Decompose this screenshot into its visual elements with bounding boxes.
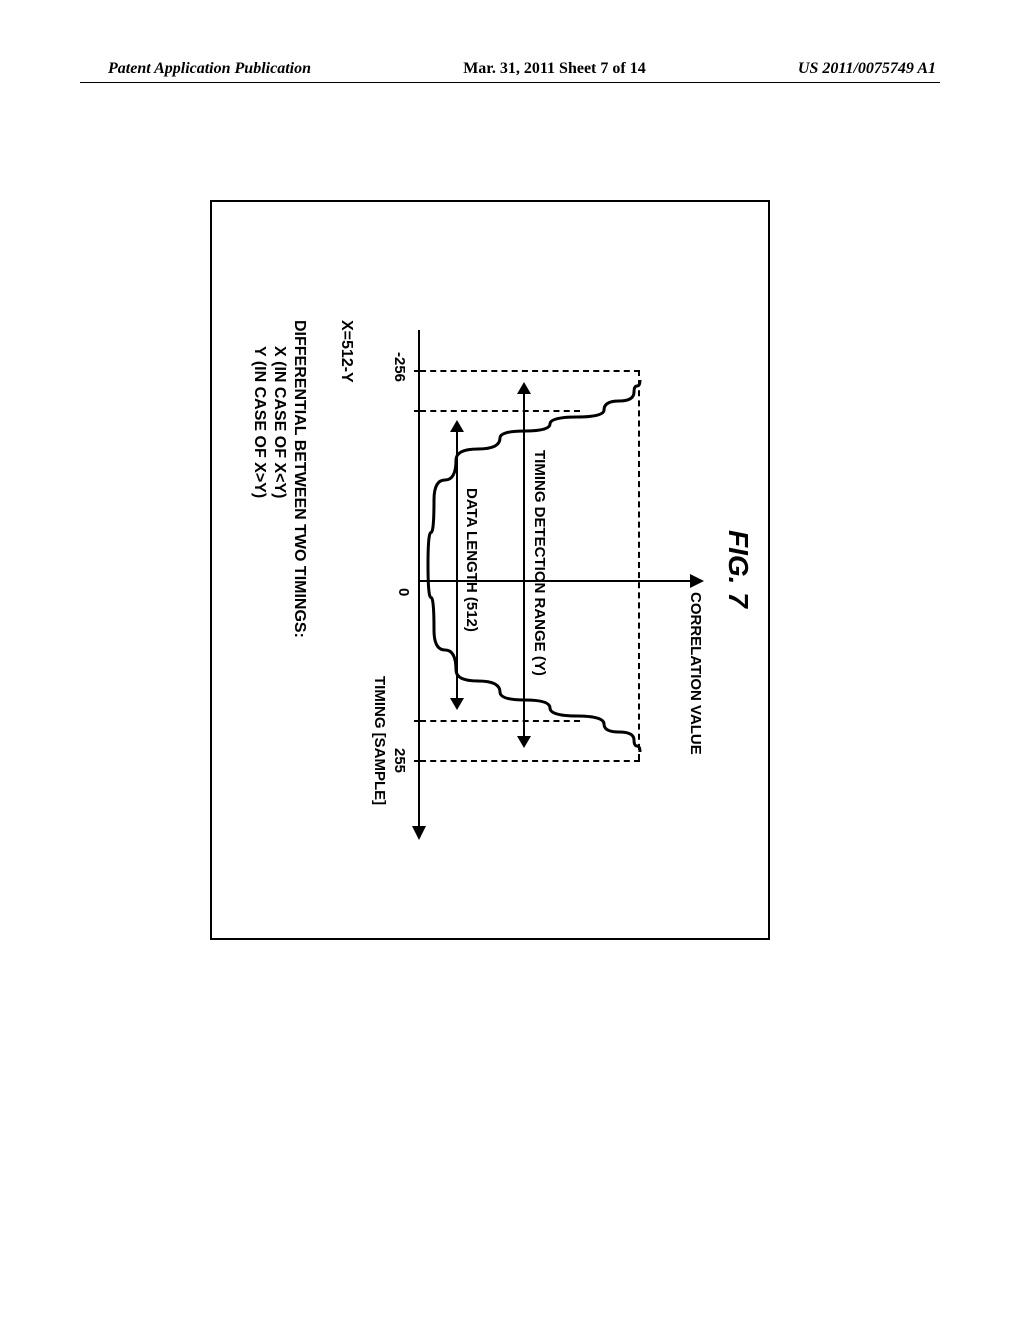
range-outer-label: TIMING DETECTION RANGE (Y) (531, 450, 548, 676)
note-equation: X=512-Y (337, 320, 355, 638)
note-case-1: X (IN CASE OF X<Y) (269, 320, 289, 638)
y-axis-label: CORRELATION VALUE (687, 592, 704, 755)
tick-left (414, 370, 424, 372)
arrow-right-cap-icon (517, 736, 531, 748)
page-header: Patent Application Publication Mar. 31, … (0, 60, 1024, 78)
dash-top (638, 370, 640, 760)
header-middle: Mar. 31, 2011 Sheet 7 of 14 (463, 60, 646, 78)
range-arrow-outer (523, 384, 525, 746)
curve-svg (400, 320, 700, 840)
correlation-chart: CORRELATION VALUE TIMING DETECTION RANGE… (400, 320, 700, 840)
x-tick-right-label: 255 (391, 748, 408, 773)
rotated-content: FIG. 7 (210, 200, 770, 940)
tick-right (414, 760, 424, 762)
tick-inner-l (414, 410, 424, 412)
tick-inner-r (414, 720, 424, 722)
header-left: Patent Application Publication (108, 60, 311, 78)
arrow-left-cap-icon (517, 382, 531, 394)
note-case-2: Y (IN CASE OF X>Y) (249, 320, 269, 638)
x-tick-left-label: -256 (391, 352, 408, 382)
range-inner-label: DATA LENGTH (512) (463, 488, 480, 632)
x-axis-label: TIMING [SAMPLE] (371, 676, 388, 805)
header-right: US 2011/0075749 A1 (798, 60, 936, 78)
dash-inner-left (420, 410, 580, 412)
rotated-stage: FIG. 7 (210, 200, 770, 940)
dash-inner-right (420, 720, 580, 722)
header-rule (80, 82, 940, 83)
dash-outer-left (420, 370, 640, 372)
range-arrow-inner (456, 422, 458, 708)
dash-outer-right (420, 760, 640, 762)
arrow-left-cap-icon (450, 420, 464, 432)
figure-label: FIG. 7 (722, 530, 754, 608)
notes-block: X=512-Y DIFFERENTIAL BETWEEN TWO TIMINGS… (249, 320, 355, 638)
x-origin-label: 0 (395, 588, 412, 596)
arrow-right-cap-icon (450, 698, 464, 710)
note-diff-title: DIFFERENTIAL BETWEEN TWO TIMINGS: (289, 320, 309, 638)
